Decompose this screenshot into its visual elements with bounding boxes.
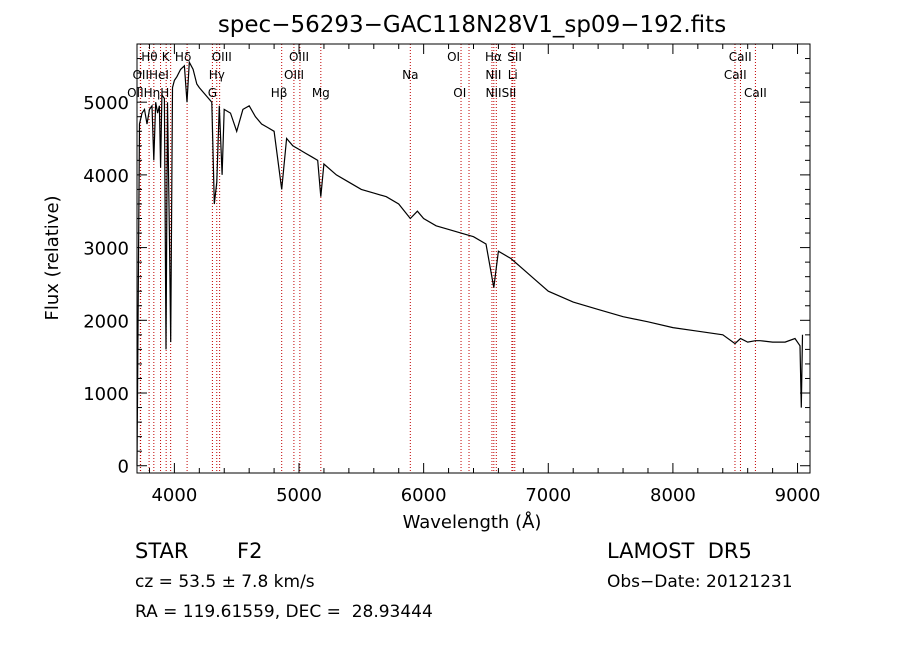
x-axis: 4000 5000 6000 7000 8000 9000 bbox=[148, 44, 821, 506]
spectrum-line bbox=[136, 60, 804, 466]
y-tick-label: 4000 bbox=[83, 166, 129, 187]
line-label: OIII bbox=[284, 68, 304, 82]
class-label: STAR bbox=[135, 539, 189, 563]
x-tick-label: 6000 bbox=[401, 485, 447, 506]
line-label: OI bbox=[453, 86, 466, 100]
y-axis-label: Flux (relative) bbox=[42, 195, 63, 320]
line-label: G bbox=[208, 86, 217, 100]
line-label: NIISII bbox=[486, 86, 517, 100]
subclass-label: F2 bbox=[237, 539, 263, 563]
line-label: CaII bbox=[744, 86, 767, 100]
survey-label: LAMOST DR5 bbox=[607, 539, 752, 563]
line-labels: Hθ K Hδ OIII OIII OI Hα SII CaII OIIHeI Hγ OIII Na NI… bbox=[127, 50, 767, 100]
line-label: OIII bbox=[289, 50, 309, 64]
line-label: OIII bbox=[212, 50, 232, 64]
line-label: Mg bbox=[312, 86, 330, 100]
y-axis: 0 1000 2000 3000 4000 5000 bbox=[83, 58, 810, 478]
x-tick-label: 7000 bbox=[525, 485, 571, 506]
y-tick-label: 1000 bbox=[83, 384, 129, 405]
line-label: Hθ bbox=[141, 50, 157, 64]
line-label: OIIHηH bbox=[127, 86, 169, 100]
x-tick-label: 8000 bbox=[650, 485, 696, 506]
line-label: OIIHeI bbox=[132, 68, 168, 82]
y-tick-label: 3000 bbox=[83, 239, 129, 260]
line-markers bbox=[139, 44, 756, 473]
x-axis-label: Wavelength (Å) bbox=[403, 511, 542, 533]
x-tick-label: 4000 bbox=[151, 485, 197, 506]
chart-title: spec−56293−GAC118N28V1_sp09−192.fits bbox=[218, 12, 726, 38]
x-tick-label: 9000 bbox=[775, 485, 821, 506]
line-label: CaII bbox=[724, 68, 747, 82]
line-label: SII bbox=[507, 50, 522, 64]
y-tick-label: 2000 bbox=[83, 311, 129, 332]
y-tick-label: 5000 bbox=[83, 93, 129, 114]
y-tick-label: 0 bbox=[118, 457, 129, 478]
line-label: CaII bbox=[729, 50, 752, 64]
coords-label: RA = 119.61559, DEC = 28.93444 bbox=[135, 602, 433, 622]
line-label: K bbox=[162, 50, 171, 64]
line-label: Hα bbox=[485, 50, 502, 64]
redshift-label: cz = 53.5 ± 7.8 km/s bbox=[135, 572, 315, 592]
line-label: Na bbox=[402, 68, 418, 82]
x-tick-label: 5000 bbox=[276, 485, 322, 506]
line-label: Hβ bbox=[271, 86, 288, 100]
line-label: NII bbox=[485, 68, 501, 82]
plot-frame bbox=[136, 43, 811, 474]
line-label: Li bbox=[508, 68, 518, 82]
line-label: Hδ bbox=[175, 50, 191, 64]
obs-date-label: Obs−Date: 20121231 bbox=[607, 572, 793, 592]
line-label: OI bbox=[447, 50, 460, 64]
line-label: Hγ bbox=[209, 68, 225, 82]
